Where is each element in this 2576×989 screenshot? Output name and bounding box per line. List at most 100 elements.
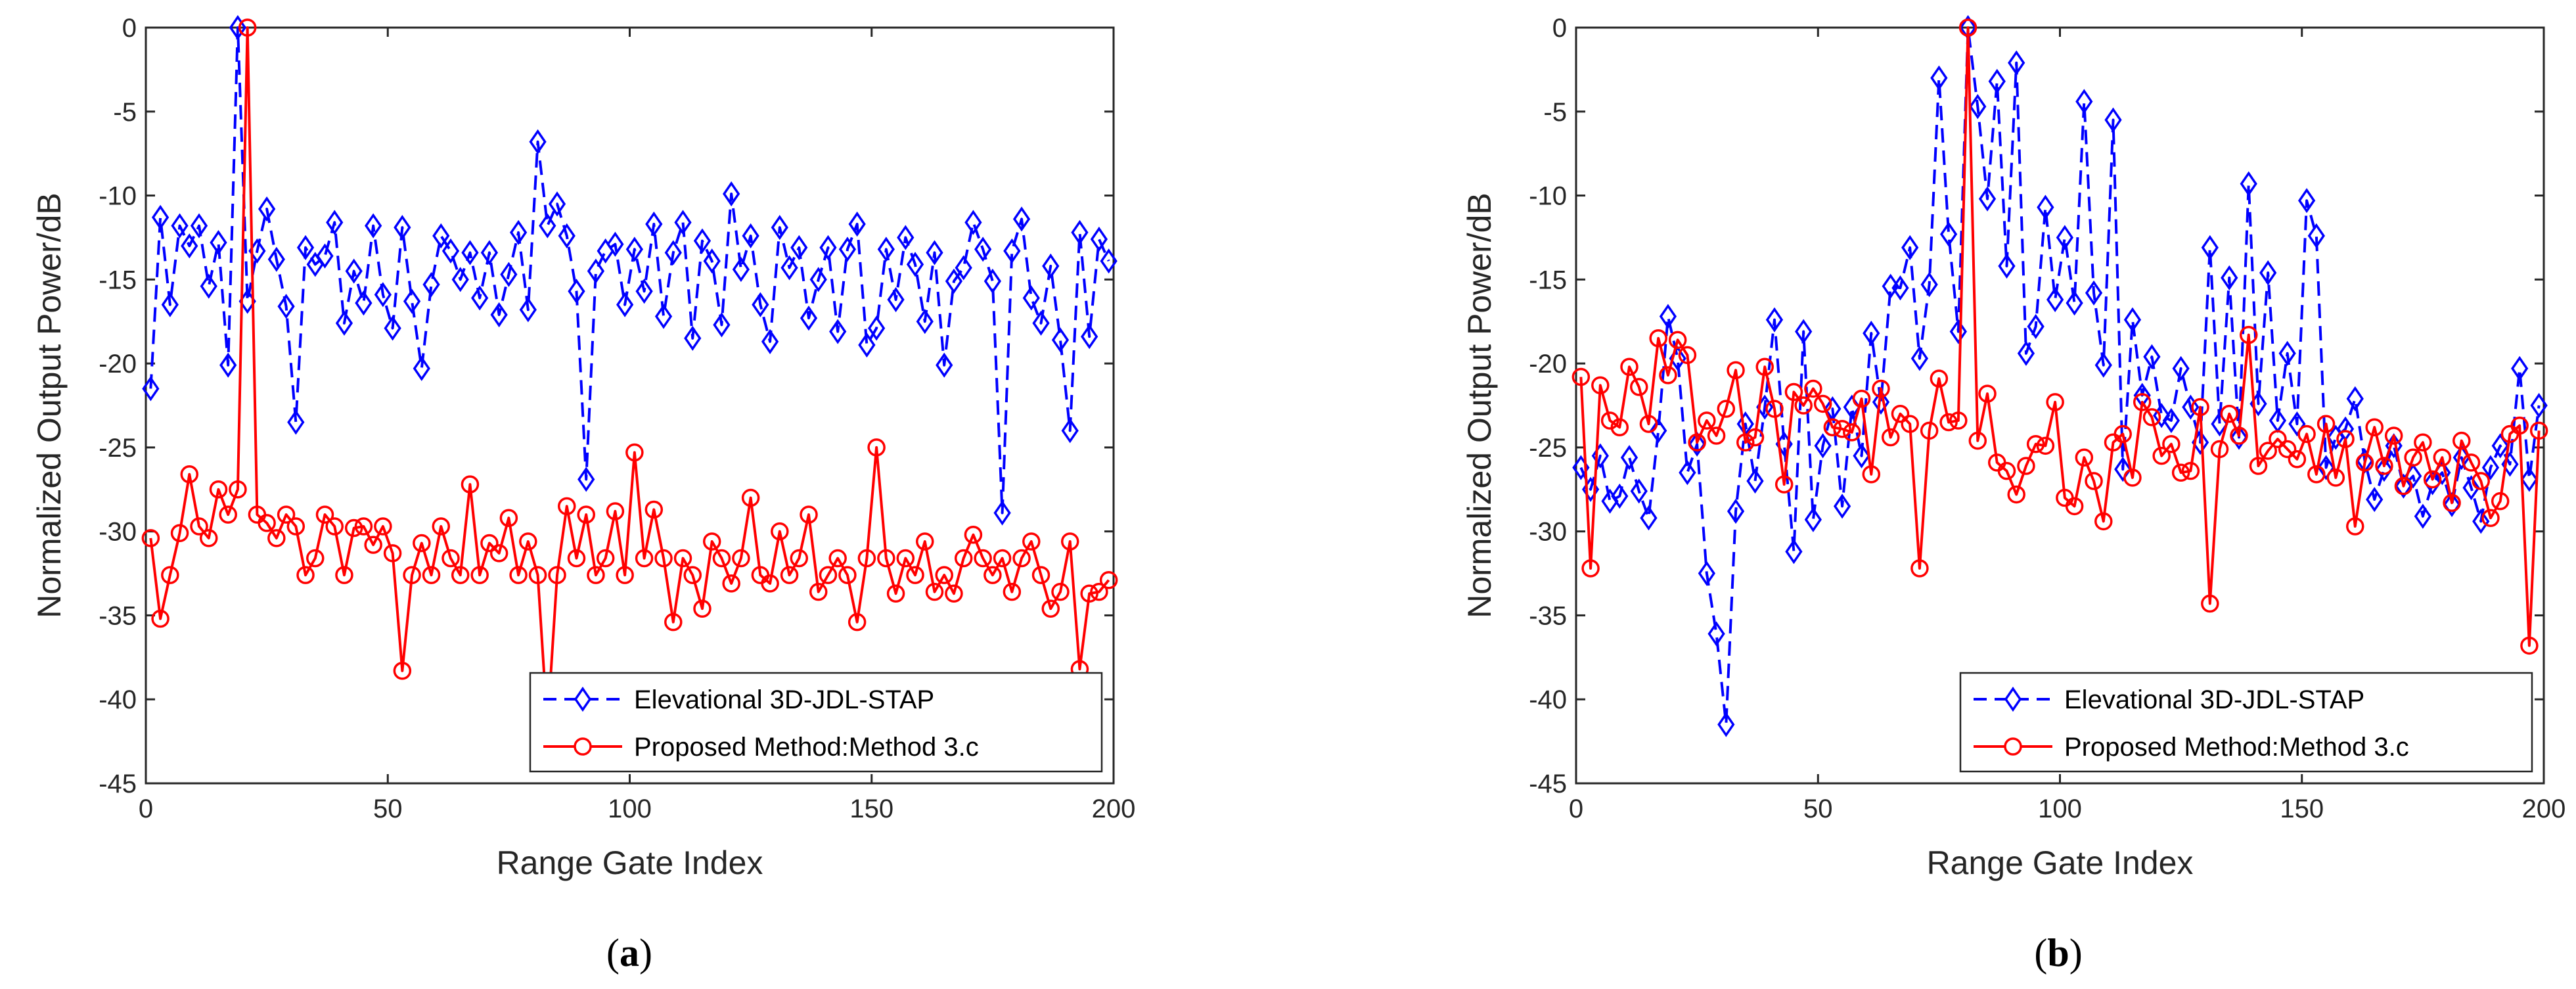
data-point-diamond	[1901, 235, 1919, 260]
data-point-circle	[1727, 361, 1745, 380]
data-point-circle	[2113, 425, 2132, 444]
data-point-diamond	[2123, 307, 2142, 333]
data-point-circle	[2230, 426, 2248, 445]
legend-marker-circle	[2004, 737, 2022, 756]
data-point-circle	[886, 584, 905, 603]
data-point-circle	[1901, 415, 1919, 433]
x-tick-label: 100	[2038, 794, 2082, 823]
data-point-circle	[1012, 549, 1031, 568]
data-point-circle	[2346, 517, 2364, 536]
data-point-circle	[983, 566, 1002, 584]
data-point-circle	[935, 566, 953, 584]
data-point-diamond	[2472, 509, 2490, 534]
data-point-circle	[325, 517, 344, 536]
data-point-diamond	[983, 268, 1001, 294]
data-point-diamond	[1688, 431, 1706, 457]
data-point-diamond	[1853, 443, 1870, 469]
data-point-circle	[2278, 440, 2297, 459]
data-point-diamond	[1022, 285, 1040, 311]
panel-b: 0 50 100 150 200 0 -5 -10 -15 -20 -25 -30 -35 -40 -45 R…	[1461, 14, 2565, 975]
data-point-circle	[1688, 433, 1706, 451]
data-point-circle	[2462, 453, 2481, 472]
data-point-diamond	[974, 237, 992, 262]
data-point-circle	[587, 566, 605, 584]
x-tick-label: 150	[2280, 794, 2324, 823]
data-point-diamond	[2443, 492, 2461, 517]
data-point-diamond	[2037, 195, 2054, 220]
data-point-circle	[1698, 411, 1716, 430]
data-point-circle	[2085, 472, 2103, 490]
data-point-diamond	[2221, 265, 2238, 290]
data-point-diamond	[2278, 340, 2296, 366]
y-axis-title: Normalized Output Power/dB	[1461, 193, 1498, 618]
data-point-diamond	[384, 315, 401, 341]
data-point-diamond	[2172, 356, 2190, 381]
data-point-diamond	[190, 213, 208, 239]
data-point-diamond	[1051, 327, 1070, 353]
data-point-circle	[344, 518, 363, 538]
data-point-circle	[1949, 411, 1968, 430]
y-tick-label: -25	[99, 434, 137, 463]
data-point-diamond	[2008, 50, 2025, 76]
data-point-circle	[644, 500, 664, 519]
data-point-circle	[2520, 636, 2539, 655]
legend-box	[1959, 672, 2533, 773]
data-point-diamond	[1872, 389, 1890, 415]
data-point-circle	[2210, 440, 2229, 459]
data-point-circle	[1746, 428, 1765, 447]
data-point-circle	[1968, 431, 1987, 450]
y-tick-label: -10	[99, 182, 137, 211]
data-point-diamond	[2288, 411, 2306, 437]
y-tick-label: -40	[99, 685, 137, 714]
data-point-diamond	[374, 282, 392, 308]
data-point-circle	[1978, 384, 1997, 403]
data-point-diamond	[2066, 290, 2083, 316]
data-point-circle	[170, 524, 189, 542]
x-axis-title: Range Gate Index	[497, 844, 763, 881]
data-point-diamond	[993, 500, 1011, 526]
x-tick-label: 150	[849, 794, 893, 823]
data-point-circle	[2017, 457, 2035, 475]
data-point-circle	[286, 517, 305, 536]
y-tick-label: 0	[122, 14, 137, 43]
data-point-circle	[1843, 423, 1861, 442]
data-point-diamond	[1679, 460, 1696, 486]
data-point-diamond	[2085, 280, 2103, 306]
data-point-diamond	[1910, 346, 1929, 371]
data-point-diamond	[558, 223, 576, 248]
data-point-diamond	[809, 267, 827, 292]
data-point-diamond	[1795, 319, 1813, 344]
data-point-diamond	[277, 294, 295, 319]
data-point-diamond	[1003, 238, 1021, 264]
data-point-diamond	[1891, 275, 1909, 301]
data-point-diamond	[2307, 223, 2325, 248]
data-point-circle	[741, 488, 760, 507]
data-point-diamond	[413, 356, 430, 381]
data-point-diamond	[2046, 287, 2064, 313]
y-tick-label: -35	[1529, 601, 1567, 630]
panel-caption: (b)	[2034, 931, 2082, 975]
data-point-circle	[1881, 428, 1900, 447]
data-point-diamond	[2182, 394, 2200, 420]
data-point-circle	[2181, 461, 2200, 480]
data-point-circle	[800, 505, 818, 524]
data-point-circle	[2452, 431, 2471, 450]
data-point-diamond	[732, 256, 750, 283]
data-point-diamond	[529, 129, 547, 154]
data-point-diamond	[490, 302, 508, 328]
data-point-circle	[258, 514, 276, 532]
data-point-circle	[1930, 369, 1949, 388]
data-point-diamond	[752, 292, 769, 317]
y-tick-label: -5	[113, 98, 137, 127]
data-point-diamond	[1698, 561, 1715, 586]
data-point-circle	[141, 529, 160, 547]
data-point-circle	[2249, 457, 2268, 475]
data-point-diamond	[906, 252, 924, 277]
data-point-circle	[916, 532, 934, 551]
data-point-diamond	[1071, 219, 1089, 245]
data-point-circle	[2026, 435, 2045, 453]
x-tick-label: 50	[1803, 794, 1833, 823]
data-point-diamond	[674, 210, 692, 235]
data-point-diamond	[548, 191, 566, 217]
data-point-circle	[451, 566, 470, 584]
